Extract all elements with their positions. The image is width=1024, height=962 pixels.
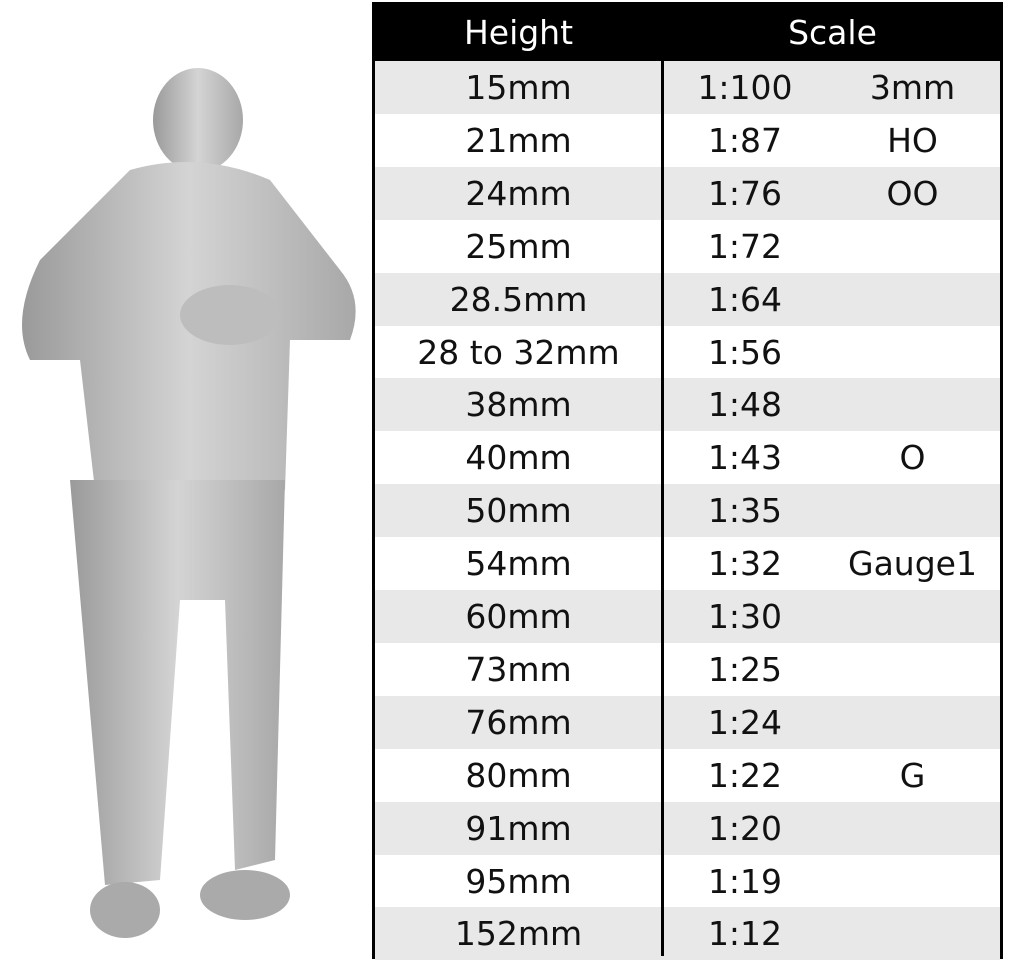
table-header: Height Scale <box>375 5 1000 61</box>
table-row: 152mm 1:12 <box>375 907 1000 961</box>
height-cell: 60mm <box>465 597 572 636</box>
ratio-cell: 1:24 <box>707 702 783 742</box>
ratio-cell: 1:35 <box>707 491 783 531</box>
ratio-cell: 1:20 <box>707 808 783 848</box>
gauge-cell: Gauge1 <box>848 544 977 584</box>
gauge-cell: G <box>899 755 926 795</box>
ratio-cell: 1:76 <box>707 173 783 213</box>
ratio-cell: 1:87 <box>707 120 783 160</box>
ratio-cell: 1:56 <box>707 332 783 372</box>
gauge-cell: O <box>899 438 926 478</box>
height-cell: 21mm <box>465 120 572 160</box>
table-row: 40mm 1:43 O <box>375 431 1000 484</box>
gauge-cell: OO <box>886 173 939 213</box>
table-row: 73mm 1:25 <box>375 643 1000 696</box>
table-row: 80mm 1:22 G <box>375 749 1000 802</box>
height-cell: 50mm <box>465 491 572 531</box>
ratio-cell: 1:25 <box>707 649 783 689</box>
ratio-cell: 1:22 <box>707 755 783 795</box>
ratio-cell: 1:48 <box>707 385 783 425</box>
table-row: 91mm 1:20 <box>375 801 1000 855</box>
table-row: 24mm 1:76 OO <box>375 166 1000 220</box>
ratio-cell: 1:32 <box>707 544 783 584</box>
height-cell: 95mm <box>465 861 572 901</box>
header-scale: Scale <box>788 13 877 52</box>
height-cell: 28 to 32mm <box>417 332 620 372</box>
height-cell: 40mm <box>465 438 572 478</box>
height-cell: 152mm <box>454 914 583 954</box>
table-row: 28.5mm 1:64 <box>375 272 1000 326</box>
gauge-cell: HO <box>887 120 938 160</box>
height-cell: 38mm <box>465 385 572 425</box>
height-cell: 28.5mm <box>449 279 588 319</box>
height-cell: 91mm <box>465 808 572 848</box>
table-row: 76mm 1:24 <box>375 695 1000 749</box>
ratio-cell: 1:43 <box>707 438 783 478</box>
height-cell: 54mm <box>465 544 572 584</box>
ratio-cell: 1:30 <box>707 597 783 636</box>
table-row: 21mm 1:87 HO <box>375 114 1000 167</box>
table-row: 38mm 1:48 <box>375 378 1000 432</box>
ratio-cell: 1:19 <box>707 861 783 901</box>
height-cell: 80mm <box>465 755 572 795</box>
table-row: 15mm 1:100 3mm <box>375 61 1000 114</box>
table-row: 28 to 32mm 1:56 <box>375 326 1000 379</box>
ratio-cell: 1:100 <box>697 68 793 107</box>
height-cell: 73mm <box>465 649 572 689</box>
table-row: 25mm 1:72 <box>375 220 1000 273</box>
table-row: 54mm 1:32 Gauge1 <box>375 537 1000 590</box>
table-row: 50mm 1:35 <box>375 484 1000 538</box>
header-height: Height <box>463 13 574 52</box>
scanned-figure-image <box>22 68 356 938</box>
column-divider <box>661 5 664 956</box>
ratio-cell: 1:12 <box>707 914 783 954</box>
table-row: 60mm 1:30 <box>375 590 1000 643</box>
ratio-cell: 1:64 <box>707 279 783 319</box>
scale-table: Height Scale 15mm 1:100 3mm 21mm 1:87 HO 24mm 1… <box>372 2 1003 961</box>
gauge-cell: 3mm <box>869 68 956 107</box>
height-cell: 24mm <box>465 173 572 213</box>
height-cell: 25mm <box>465 226 572 266</box>
height-cell: 15mm <box>465 68 572 107</box>
height-cell: 76mm <box>465 702 572 742</box>
ratio-cell: 1:72 <box>707 226 783 266</box>
table-row: 95mm 1:19 <box>375 855 1000 908</box>
